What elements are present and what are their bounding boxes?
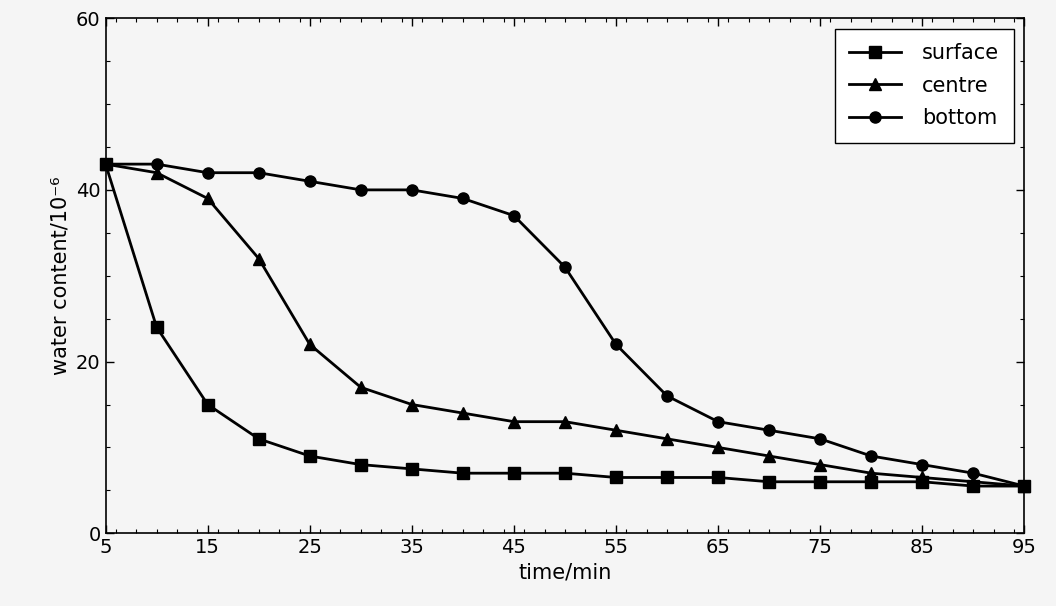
surface [355,461,367,468]
centre [150,169,163,176]
Line: centre: centre [100,159,1030,491]
centre [762,452,775,460]
centre [916,474,928,481]
bottom [355,186,367,193]
centre [355,384,367,391]
centre [406,401,418,408]
centre [303,341,316,348]
centre [202,195,214,202]
bottom [559,264,571,271]
bottom [967,470,980,477]
surface [814,478,827,485]
surface [712,474,724,481]
surface [150,324,163,331]
bottom [916,461,928,468]
X-axis label: time/min: time/min [518,563,611,583]
surface [865,478,878,485]
bottom [508,212,521,219]
surface [967,482,980,490]
surface [508,470,521,477]
bottom [1018,482,1031,490]
Line: surface: surface [100,159,1030,491]
surface [762,478,775,485]
bottom [712,418,724,425]
centre [508,418,521,425]
centre [609,427,622,434]
surface [661,474,674,481]
centre [814,461,827,468]
centre [712,444,724,451]
Y-axis label: water content/10⁻⁶: water content/10⁻⁶ [51,176,71,375]
centre [252,255,265,262]
centre [1018,482,1031,490]
bottom [865,452,878,460]
centre [559,418,571,425]
bottom [406,186,418,193]
bottom [762,427,775,434]
surface [99,161,112,168]
surface [559,470,571,477]
bottom [99,161,112,168]
bottom [303,178,316,185]
surface [609,474,622,481]
surface [456,470,469,477]
bottom [661,392,674,399]
surface [202,401,214,408]
centre [99,161,112,168]
bottom [609,341,622,348]
surface [916,478,928,485]
surface [1018,482,1031,490]
bottom [814,435,827,442]
surface [252,435,265,442]
centre [456,410,469,417]
Line: bottom: bottom [100,159,1030,491]
centre [967,478,980,485]
centre [661,435,674,442]
bottom [456,195,469,202]
Legend: surface, centre, bottom: surface, centre, bottom [834,28,1014,143]
surface [406,465,418,473]
centre [865,470,878,477]
surface [303,452,316,460]
bottom [150,161,163,168]
bottom [252,169,265,176]
bottom [202,169,214,176]
